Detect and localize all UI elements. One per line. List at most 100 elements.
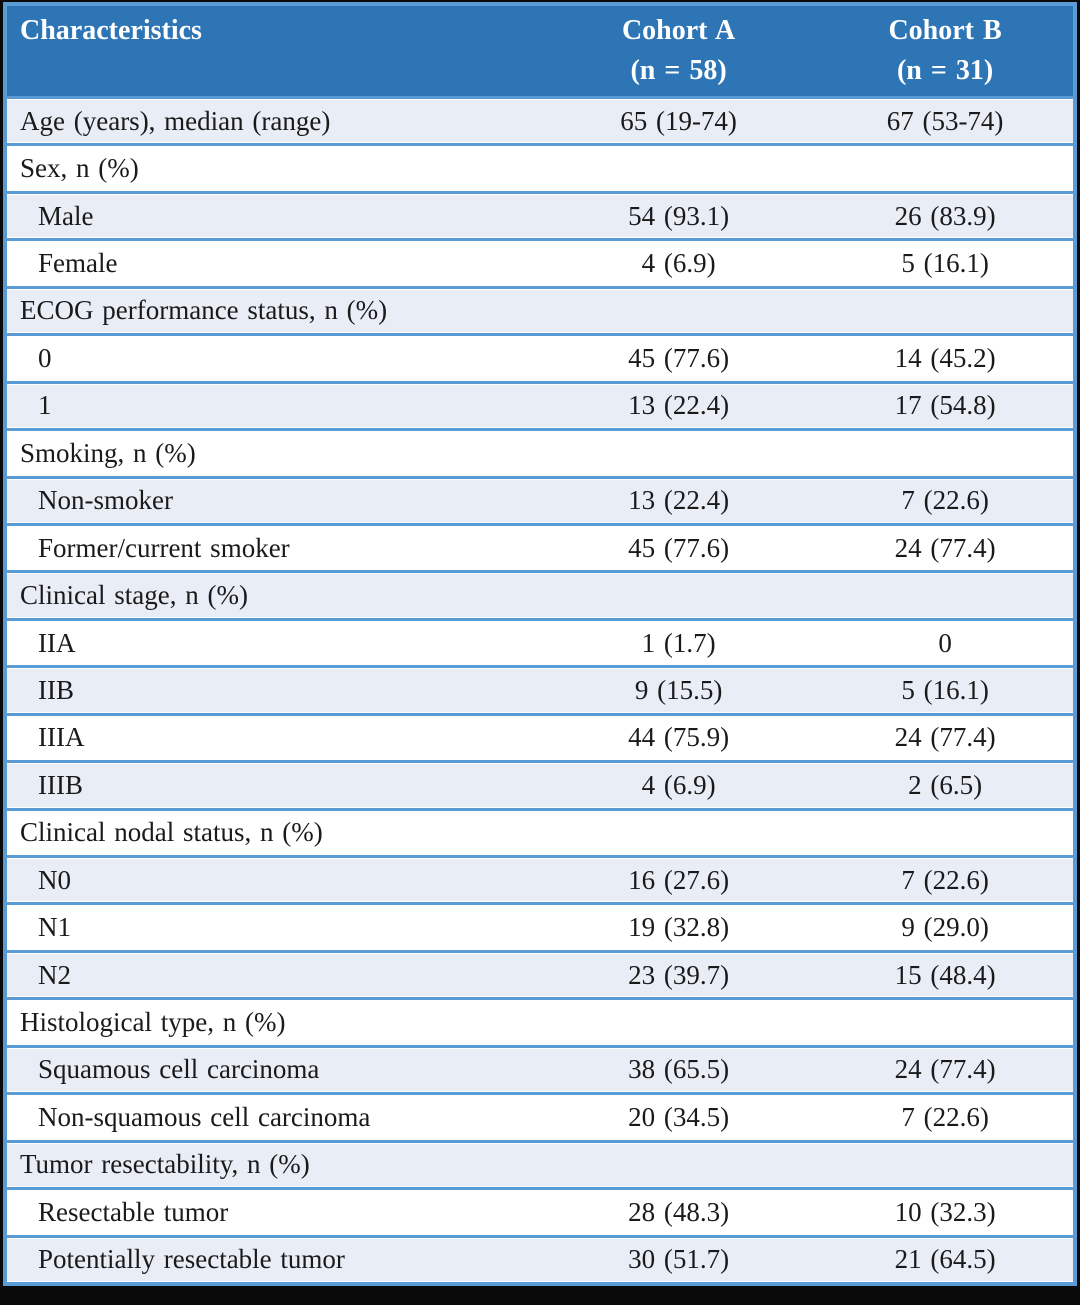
cohort-a-value: 28 (48.3) [628, 1196, 730, 1227]
cohort-a-value: 44 (75.9) [628, 722, 730, 753]
table-row: Squamous cell carcinoma 38 (65.5) 24 (77… [7, 1047, 1073, 1093]
cohort-a-value: 1 (1.7) [641, 627, 716, 658]
row-characteristic-cell: IIB [7, 675, 540, 706]
row-characteristic-cell: Age (years), median (range) [7, 106, 540, 137]
row-characteristic-cell: N1 [7, 912, 540, 943]
cohort-a-value: 38 (65.5) [628, 1054, 730, 1085]
row-characteristic-cell: 0 [7, 343, 540, 374]
table-row: Potentially resectable tumor 30 (51.7) 2… [7, 1237, 1073, 1282]
row-label: Resectable tumor [38, 1196, 229, 1227]
row-label: Former/current smoker [38, 532, 290, 563]
cohort-b-value: 10 (32.3) [894, 1196, 996, 1227]
cohort-b-value: 26 (83.9) [894, 200, 996, 231]
row-label: Histological type, n (%) [20, 1007, 286, 1038]
table-row: Smoking, n (%) [7, 431, 1073, 476]
cohort-b-value: 2 (6.5) [908, 769, 983, 800]
row-label: N1 [38, 912, 71, 943]
header-cell-characteristics: Characteristics [7, 6, 540, 96]
table-row: Former/current smoker 45 (77.6) 24 (77.4… [7, 525, 1073, 571]
cohort-b-value: 15 (48.4) [894, 959, 996, 990]
cohort-b-value: 5 (16.1) [901, 674, 989, 705]
header-cell-cohort-b: Cohort B (n = 31) [817, 6, 1073, 96]
row-characteristic-cell: Potentially resectable tumor [7, 1244, 540, 1275]
row-characteristic-cell: Sex, n (%) [7, 153, 540, 184]
cohort-a-value: 23 (39.7) [628, 959, 730, 990]
row-label: Clinical stage, n (%) [20, 580, 248, 611]
cohort-a-value: 4 (6.9) [641, 248, 716, 279]
table-row: N1 19 (32.8) 9 (29.0) [7, 905, 1073, 950]
cohort-b-value: 0 [938, 627, 952, 658]
row-label: IIA [38, 627, 76, 658]
row-label: IIIA [38, 722, 85, 753]
row-label: Smoking, n (%) [20, 437, 196, 468]
cohort-a-value: 45 (77.6) [628, 342, 730, 373]
row-label: Squamous cell carcinoma [38, 1054, 320, 1085]
cohort-b-value: 7 (22.6) [901, 485, 989, 516]
header-cohort-a-n: (n = 58) [630, 55, 727, 86]
table-row: Clinical stage, n (%) [7, 573, 1073, 618]
row-label: Non-squamous cell carcinoma [38, 1101, 371, 1132]
header-cohort-a-name: Cohort A [621, 15, 736, 46]
row-characteristic-cell: IIIA [7, 722, 540, 753]
row-label: Sex, n (%) [20, 153, 139, 184]
cohort-b-value: 7 (22.6) [901, 1101, 989, 1132]
row-characteristic-cell: Tumor resectability, n (%) [7, 1149, 540, 1180]
cohort-a-value: 13 (22.4) [628, 485, 730, 516]
cohort-b-value: 24 (77.4) [894, 722, 996, 753]
table-row: Histological type, n (%) [7, 1000, 1073, 1045]
row-characteristic-cell: Male [7, 201, 540, 232]
row-characteristic-cell: N0 [7, 865, 540, 896]
cohort-b-value: 9 (29.0) [901, 912, 989, 943]
cohort-a-value: 16 (27.6) [628, 864, 730, 895]
characteristics-table: Characteristics Cohort A (n = 58) Cohort… [3, 2, 1077, 1286]
row-label: Male [38, 200, 94, 231]
row-characteristic-cell: Clinical nodal status, n (%) [7, 817, 540, 848]
row-label: Tumor resectability, n (%) [20, 1149, 310, 1180]
row-label: 1 [38, 390, 52, 421]
row-characteristic-cell: IIA [7, 628, 540, 659]
table-row: Male 54 (93.1) 26 (83.9) [7, 193, 1073, 239]
header-characteristics-label: Characteristics [20, 15, 202, 46]
row-characteristic-cell: 1 [7, 390, 540, 421]
table-row: Resectable tumor 28 (48.3) 10 (32.3) [7, 1190, 1073, 1235]
cohort-a-value: 45 (77.6) [628, 532, 730, 563]
table-row: Female 4 (6.9) 5 (16.1) [7, 241, 1073, 286]
cohort-a-value: 65 (19-74) [620, 105, 737, 136]
cohort-b-value: 21 (64.5) [894, 1244, 996, 1275]
cohort-a-value: 4 (6.9) [641, 769, 716, 800]
header-cohort-b-n: (n = 31) [896, 55, 994, 86]
row-label: IIIB [38, 769, 83, 800]
table-row: Sex, n (%) [7, 146, 1073, 191]
cohort-a-value: 13 (22.4) [628, 390, 730, 421]
cohort-b-value: 24 (77.4) [894, 1054, 996, 1085]
row-label: 0 [38, 342, 52, 373]
row-characteristic-cell: Female [7, 248, 540, 279]
row-characteristic-cell: N2 [7, 960, 540, 991]
cohort-a-value: 19 (32.8) [628, 912, 730, 943]
table-row: N2 23 (39.7) 15 (48.4) [7, 952, 1073, 998]
table-row: Tumor resectability, n (%) [7, 1142, 1073, 1188]
table-row: 0 45 (77.6) 14 (45.2) [7, 336, 1073, 381]
row-label: IIB [38, 674, 74, 705]
cohort-a-value: 20 (34.5) [628, 1101, 730, 1132]
row-label: Non-smoker [38, 485, 173, 516]
row-characteristic-cell: ECOG performance status, n (%) [7, 295, 540, 326]
row-characteristic-cell: IIIB [7, 770, 540, 801]
row-label: N2 [38, 959, 71, 990]
row-characteristic-cell: Histological type, n (%) [7, 1007, 540, 1038]
table-row: IIIB 4 (6.9) 2 (6.5) [7, 763, 1073, 808]
table-row: 1 13 (22.4) 17 (54.8) [7, 383, 1073, 429]
cohort-b-value: 7 (22.6) [901, 864, 989, 895]
cohort-a-value: 54 (93.1) [628, 200, 730, 231]
row-label: Female [38, 248, 118, 279]
row-characteristic-cell: Resectable tumor [7, 1197, 540, 1228]
table-row: IIB 9 (15.5) 5 (16.1) [7, 668, 1073, 713]
table-row: Age (years), median (range) 65 (19-74) 6… [7, 99, 1073, 144]
header-cell-cohort-a: Cohort A (n = 58) [540, 6, 817, 96]
row-characteristic-cell: Former/current smoker [7, 533, 540, 564]
table-row: ECOG performance status, n (%) [7, 288, 1073, 334]
table-row: IIIA 44 (75.9) 24 (77.4) [7, 715, 1073, 761]
row-label: Clinical nodal status, n (%) [20, 817, 323, 848]
cohort-b-value: 17 (54.8) [894, 390, 996, 421]
cohort-b-value: 24 (77.4) [894, 532, 996, 563]
